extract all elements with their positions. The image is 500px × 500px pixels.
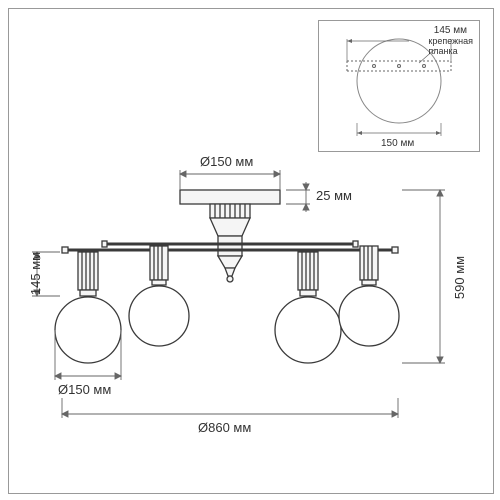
dim-top-diameter: Ø150 мм xyxy=(200,154,253,169)
dim-socket-height: 145 мм xyxy=(28,252,43,295)
dim-overall-diameter: Ø860 мм xyxy=(198,420,251,435)
dim-bulb-diameter: Ø150 мм xyxy=(58,382,111,397)
dim-height: 590 мм xyxy=(452,256,467,299)
dim-plate-thickness: 25 мм xyxy=(316,188,352,203)
